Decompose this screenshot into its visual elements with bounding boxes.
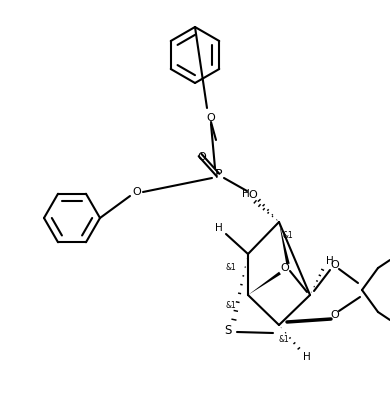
Text: H: H: [215, 223, 223, 233]
Text: O: O: [198, 152, 206, 162]
Text: &1: &1: [283, 230, 293, 240]
Text: &1: &1: [226, 262, 236, 272]
Text: O: O: [331, 310, 339, 320]
Polygon shape: [248, 272, 281, 295]
Text: O: O: [331, 260, 339, 270]
Text: O: O: [281, 263, 289, 273]
Text: &1: &1: [226, 300, 236, 310]
Text: P: P: [214, 168, 222, 181]
Text: H: H: [326, 256, 334, 266]
Text: S: S: [224, 324, 232, 337]
Text: H: H: [242, 189, 250, 199]
Text: &1: &1: [278, 334, 289, 344]
Text: O: O: [207, 113, 215, 123]
Text: O: O: [249, 190, 257, 200]
Polygon shape: [279, 222, 290, 264]
Text: O: O: [133, 187, 141, 197]
Text: H: H: [303, 352, 311, 362]
